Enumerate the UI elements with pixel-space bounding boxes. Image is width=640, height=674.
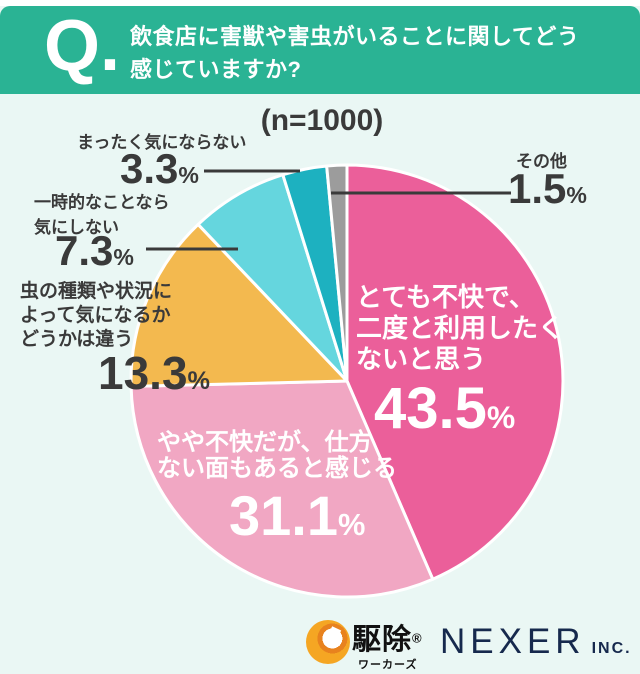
slice-label-yaya: やや不快だが、仕方 ない面もあると感じる	[157, 430, 397, 482]
question-line-1: 飲食店に害獣や害虫がいることに関してどう	[130, 24, 580, 49]
callout-percent-sonota: 1.5%	[508, 168, 587, 210]
question-line-2: 感じていますか?	[130, 57, 302, 82]
percent-value: 1.5	[508, 165, 567, 212]
callout-label-line: その他	[516, 152, 567, 171]
q-mark: Q.	[44, 6, 121, 86]
percent-unit: %	[178, 162, 199, 188]
percent-unit: %	[187, 367, 211, 395]
callout-label-sonota: その他	[516, 147, 567, 172]
sample-size-label: (n=1000)	[260, 104, 384, 137]
callout-percent-mattaku: 3.3%	[120, 148, 199, 190]
slice-label-line: 二度と利用したく	[356, 313, 565, 343]
callout-label-line: まったく気にならない	[77, 133, 247, 152]
pie-slice-2	[129, 222, 349, 388]
slice-percent-totemo: 43.5%	[374, 380, 515, 438]
pie-slice-5	[325, 163, 349, 383]
pie-slice-0	[345, 163, 565, 581]
percent-value: 7.3	[55, 227, 114, 274]
percent-value: 3.3	[120, 145, 179, 192]
callout-label-line: 気にしない	[34, 218, 119, 237]
leader-lines	[146, 169, 511, 251]
slice-label-line: とても不快で、	[356, 282, 535, 312]
callout-percent-mushi: 13.3%	[98, 350, 210, 396]
question-header: Q. 飲食店に害獣や害虫がいることに関してどう 感じていますか?	[0, 6, 640, 94]
callout-label-mushi: 虫の種類や状況に よって気になるか どうかは違う	[20, 280, 172, 352]
slice-label-line: ないと思う	[356, 344, 487, 374]
pie-slice-1	[129, 379, 435, 599]
callout-label-line: 一時的なことなら	[34, 193, 170, 212]
percent-unit: %	[113, 244, 134, 270]
slice-percent-yaya: 31.1%	[229, 488, 365, 544]
slice-label-totemo: とても不快で、 二度と利用したく ないと思う	[356, 282, 564, 375]
pie-slices	[129, 163, 565, 599]
percent-unit: %	[566, 182, 587, 208]
percent-value: 13.3	[98, 347, 188, 399]
percent-unit: %	[338, 507, 366, 542]
callout-label-mattaku: まったく気にならない	[77, 128, 246, 153]
callout-label-ichijiteki: 一時的なことなら 気にしない	[34, 190, 170, 240]
percent-value: 43.5	[374, 376, 487, 441]
question-text: 飲食店に害獣や害虫がいることに関してどう 感じていますか?	[130, 20, 579, 86]
kujo-logo-subtitle: ワーカーズ	[358, 659, 418, 671]
registered-mark-icon: ®	[412, 630, 422, 646]
callout-label-line: どうかは違う	[20, 329, 134, 350]
percent-unit: %	[486, 399, 516, 435]
nexer-logo-name: NEXER	[440, 622, 586, 661]
kujo-logo-name: 駆除	[352, 624, 413, 656]
slice-label-line: やや不快だが、仕方	[157, 429, 373, 456]
nexer-logo: NEXER INC.	[440, 622, 632, 662]
kujo-workers-logo: 駆除® ワーカーズ	[352, 616, 422, 672]
callout-label-line: 虫の種類や状況に	[20, 281, 173, 302]
top-margin	[0, 0, 640, 6]
pie-slice-3	[196, 173, 349, 383]
callout-percent-ichijiteki: 7.3%	[55, 230, 134, 272]
percent-value: 31.1	[229, 484, 338, 547]
nexer-logo-suffix: INC.	[591, 640, 632, 657]
kujo-workers-logo-icon	[306, 620, 350, 664]
callout-label-line: よって気になるか	[20, 305, 171, 326]
slice-label-line: ない面もあると感じる	[157, 455, 397, 482]
